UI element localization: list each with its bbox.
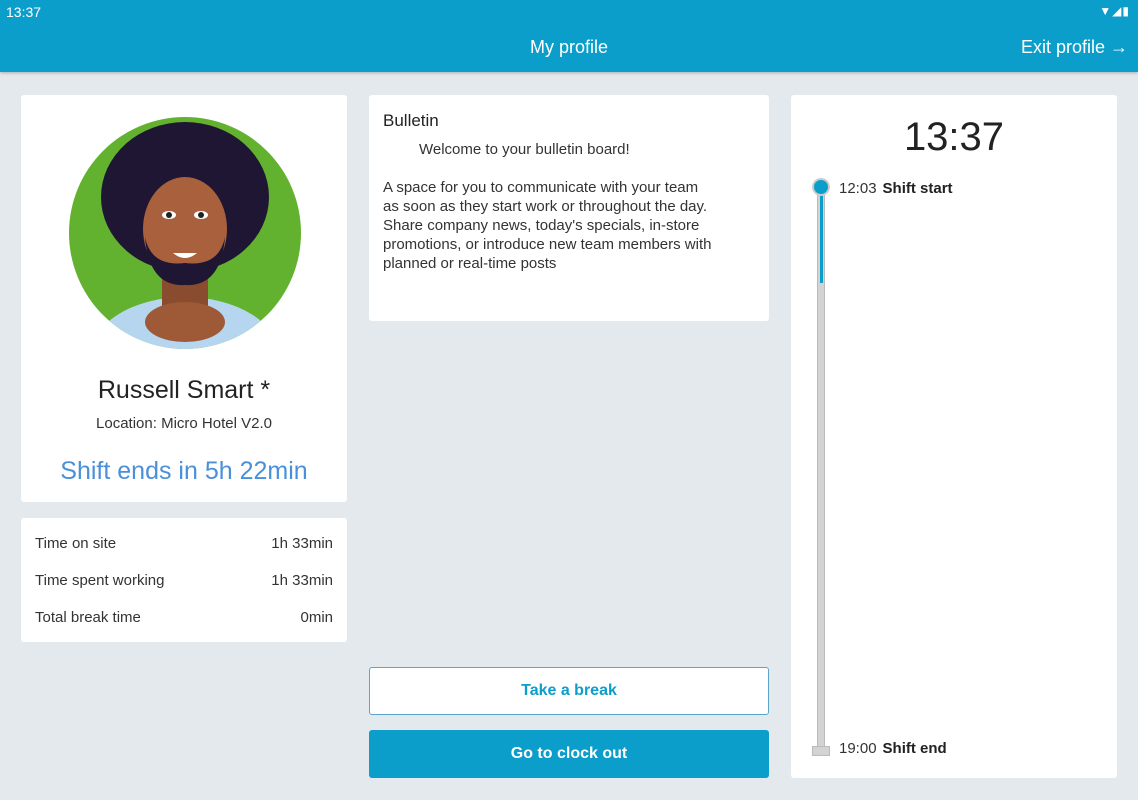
stat-label: Total break time [35,609,141,626]
employee-name: Russell Smart * [97,376,271,404]
stat-row: Time spent working 1h 33min [35,562,333,599]
app-bar: 13:37 ▼◢▮ My profile Exit profile → [0,0,1138,72]
shift-end-time: 19:00 [839,740,877,757]
shift-start-marker [812,178,830,196]
employee-location: Location: Micro Hotel V2.0 [96,415,272,432]
exit-profile-label: Exit profile [1020,37,1105,57]
shift-end-event: 19:00 Shift end [839,740,947,757]
shift-start-label: Shift start [882,180,953,197]
current-time: 13:37 [903,115,1005,159]
bulletin-body: A space for you to communicate with your… [383,179,712,272]
shift-start-event: 12:03 Shift start [839,180,953,197]
clock-out-button[interactable]: Go to clock out [369,730,769,778]
shift-progress-track [817,187,825,750]
status-time: 13:37 [6,4,42,20]
exit-profile-button[interactable]: Exit profile → [1021,37,1128,58]
shift-progress-fill [820,188,823,284]
shift-start-time: 12:03 [839,180,877,197]
profile-card: Russell Smart * Location: Micro Hotel V2… [21,95,347,502]
signal-icon: ◢ [1112,4,1123,18]
bulletin-title: Bulletin [383,111,439,130]
shift-timeline-card: 13:37 12:03 Shift start 19:00 Shift end [791,95,1117,778]
bulletin-welcome: Welcome to your bulletin board! [419,141,630,158]
take-break-button[interactable]: Take a break [369,667,769,715]
arrow-right-icon: → [1110,37,1128,57]
stat-row: Time on site 1h 33min [35,525,333,562]
status-icons: ▼◢▮ [1099,4,1130,18]
stat-label: Time on site [35,535,117,552]
bulletin-card: Bulletin Welcome to your bulletin board!… [369,95,769,321]
stat-value: 1h 33min [271,535,333,552]
stat-label: Time spent working [35,572,165,589]
shift-end-marker [812,746,830,756]
battery-icon: ▮ [1122,4,1130,18]
page-title: My profile [529,37,609,57]
shift-end-label: Shift end [882,740,947,757]
stat-value: 0min [300,609,333,626]
avatar [69,117,301,349]
stat-row: Total break time 0min [35,599,333,636]
time-stats-card: Time on site 1h 33min Time spent working 1… [21,518,347,642]
shift-ends-text: Shift ends in 5h 22min [60,457,308,485]
wifi-icon: ▼ [1099,4,1113,18]
stat-value: 1h 33min [271,572,333,589]
